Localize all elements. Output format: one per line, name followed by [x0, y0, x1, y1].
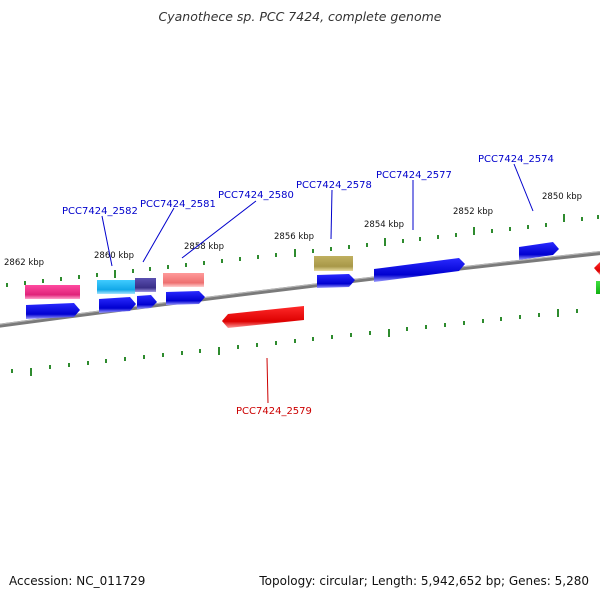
feature-cyan[interactable]	[97, 280, 135, 294]
reverse-cds-track[interactable]	[222, 262, 600, 328]
gene-label-2580[interactable]: PCC7424_2580	[218, 190, 294, 201]
cds-arrow-reverse[interactable]	[222, 306, 304, 328]
cds-arrow-forward[interactable]	[26, 303, 80, 319]
feature-magenta[interactable]	[25, 285, 80, 299]
feature-salmon[interactable]	[163, 273, 204, 287]
genome-backbone-highlight	[0, 251, 600, 325]
genome-summary: Topology: circular; Length: 5,942,652 bp…	[259, 574, 589, 588]
feature-green[interactable]	[596, 281, 600, 294]
gene-label-2578[interactable]: PCC7424_2578	[296, 180, 372, 191]
gene-labels[interactable]: PCC7424_2582 PCC7424_2581 PCC7424_2580 P…	[62, 154, 554, 417]
gene-label-2577[interactable]: PCC7424_2577	[376, 170, 452, 181]
cds-arrow-forward[interactable]	[137, 295, 157, 309]
outer-ruler	[6, 214, 599, 287]
feature-purple[interactable]	[135, 278, 156, 292]
genome-backbone	[0, 251, 600, 328]
feature-track[interactable]	[25, 256, 353, 299]
cds-arrow-reverse[interactable]	[594, 262, 600, 275]
cds-arrow-forward[interactable]	[99, 297, 136, 313]
cds-arrow-forward[interactable]	[166, 291, 205, 305]
ruler-label: 2856 kbp	[274, 232, 314, 242]
gene-label-2574[interactable]: PCC7424_2574	[478, 154, 554, 165]
forward-cds-track[interactable]	[26, 242, 559, 319]
feature-olive[interactable]	[314, 256, 353, 271]
gene-label-2581[interactable]: PCC7424_2581	[140, 199, 216, 210]
ruler-label: 2854 kbp	[364, 220, 404, 230]
ruler-label: 2850 kbp	[542, 192, 582, 202]
accession-label: Accession: NC_011729	[9, 574, 146, 588]
ruler-label: 2860 kbp	[94, 251, 134, 261]
gene-label-2582[interactable]: PCC7424_2582	[62, 206, 138, 217]
cds-arrow-forward[interactable]	[374, 258, 465, 282]
ruler-labels: 2862 kbp 2860 kbp 2858 kbp 2856 kbp 2854…	[4, 192, 582, 268]
leader-lines	[101, 163, 534, 404]
page-title: Cyanothece sp. PCC 7424, complete genome	[158, 9, 442, 24]
ruler-label: 2858 kbp	[184, 242, 224, 252]
ruler-label: 2852 kbp	[453, 207, 493, 217]
cds-arrow-forward[interactable]	[519, 242, 559, 260]
gene-label-2579[interactable]: PCC7424_2579	[236, 406, 312, 417]
inner-ruler	[11, 309, 578, 376]
ruler-label: 2862 kbp	[4, 258, 44, 268]
cds-arrow-forward[interactable]	[317, 274, 355, 288]
